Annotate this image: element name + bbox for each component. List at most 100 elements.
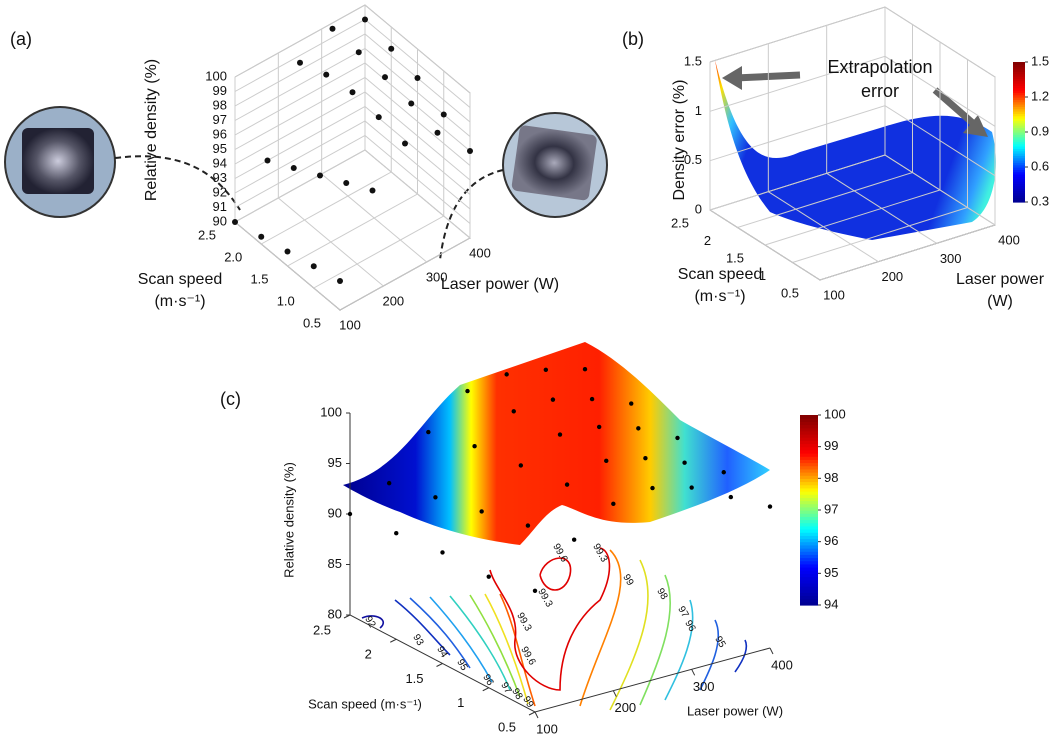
panel-label: (b) xyxy=(622,29,644,49)
contour-label: 99.3 xyxy=(590,542,609,565)
colorbar-cell xyxy=(800,453,818,457)
x-tick-label: 100 xyxy=(339,317,361,332)
density-surface xyxy=(343,342,770,545)
connector xyxy=(439,169,504,261)
colorbar-cell xyxy=(800,418,818,422)
colorbar-cell xyxy=(1013,111,1025,114)
data-point xyxy=(394,531,399,536)
data-point xyxy=(388,45,395,52)
tick-mark xyxy=(769,647,774,655)
x-axis-label: (W) xyxy=(987,293,1013,310)
colorbar-label: 0.6 xyxy=(1031,158,1049,173)
grid-line xyxy=(261,27,392,245)
colorbar-label: 95 xyxy=(824,565,838,580)
colorbar-cell xyxy=(800,434,818,438)
z-tick-label: 90 xyxy=(328,505,342,520)
grid-line xyxy=(764,42,941,246)
colorbar-cell xyxy=(800,598,818,603)
panels: 909192939495969798991001002003004000.51.… xyxy=(10,4,1049,736)
colorbar-cell xyxy=(800,430,818,435)
contour-label: 99.3 xyxy=(514,611,533,634)
colorbar-cell xyxy=(1013,132,1025,135)
x-tick-label: 200 xyxy=(382,293,404,308)
data-point xyxy=(486,574,491,579)
data-point xyxy=(643,456,648,461)
colorbar-cell xyxy=(1013,97,1025,100)
contour-label: 95 xyxy=(712,635,727,651)
colorbar-cell xyxy=(1013,106,1025,110)
y-tick-label: 0.5 xyxy=(781,285,799,300)
y-axis-label: Scan speed (m·s⁻¹) xyxy=(308,696,422,711)
colorbar-cell xyxy=(800,567,818,571)
data-point xyxy=(467,148,473,154)
panel-label: (c) xyxy=(220,389,241,409)
data-point xyxy=(532,588,538,593)
colorbar-cell xyxy=(800,481,818,486)
colorbar-label: 0.9 xyxy=(1031,123,1049,138)
data-point xyxy=(550,397,556,402)
colorbar-cell xyxy=(800,573,818,578)
data-point xyxy=(264,157,271,164)
x-tick-label: 200 xyxy=(614,700,636,715)
colorbar-cell xyxy=(800,510,818,514)
data-point xyxy=(349,89,356,96)
colorbar-cell xyxy=(800,541,818,546)
grid-line xyxy=(234,4,471,94)
y-tick-label: 2.0 xyxy=(224,249,242,264)
data-point xyxy=(611,501,616,507)
colorbar-cell xyxy=(1013,169,1025,173)
contour-label: 92 xyxy=(362,615,377,631)
data-point xyxy=(258,233,265,240)
colorbar-cell xyxy=(1013,148,1025,152)
sample xyxy=(511,125,597,201)
data-point xyxy=(414,75,421,81)
x-tick-label: 100 xyxy=(823,287,845,302)
data-point xyxy=(596,424,602,430)
colorbar-cell xyxy=(800,535,818,540)
colorbar-cell xyxy=(800,459,818,464)
colorbar-cell xyxy=(800,484,818,489)
colorbar-label: 96 xyxy=(824,533,838,548)
colorbar-cell xyxy=(800,506,818,511)
data-point xyxy=(337,278,343,284)
z-tick-label: 93 xyxy=(213,170,227,185)
colorbar-cell xyxy=(1013,127,1025,131)
data-point xyxy=(369,187,376,194)
colorbar-cell xyxy=(800,560,818,565)
z-tick-label: 100 xyxy=(205,68,227,83)
data-point xyxy=(382,74,388,81)
x-tick-label: 400 xyxy=(469,245,491,260)
colorbar-label: 1.5 xyxy=(1031,53,1049,68)
colorbar-cell xyxy=(800,576,818,581)
data-point xyxy=(434,129,441,136)
data-point xyxy=(721,470,726,475)
colorbar-cell xyxy=(800,478,818,483)
y-tick-label: 2 xyxy=(704,233,711,248)
colorbar-cell xyxy=(1013,160,1025,163)
colorbar-cell xyxy=(800,592,818,597)
panel-label: (a) xyxy=(10,29,32,49)
colorbar-cell xyxy=(800,570,818,574)
colorbar-cell xyxy=(1013,150,1025,154)
colorbar-cell xyxy=(1013,167,1025,170)
colorbar-cell xyxy=(1013,115,1025,119)
colorbar-cell xyxy=(800,456,818,460)
colorbar-cell xyxy=(1013,139,1025,142)
colorbar-cell xyxy=(1013,80,1025,84)
z-tick-label: 0 xyxy=(695,201,702,216)
data-point xyxy=(284,248,291,255)
x-tick-label: 100 xyxy=(536,721,558,736)
data-point xyxy=(511,409,516,414)
colorbar-cell xyxy=(1013,174,1025,177)
colorbar-cell xyxy=(800,437,818,441)
data-point xyxy=(571,537,577,542)
colorbar-cell xyxy=(1013,183,1025,187)
data-point xyxy=(636,426,641,431)
data-point xyxy=(543,367,549,372)
y-tick-label: 2 xyxy=(365,647,372,662)
colorbar-cell xyxy=(1013,178,1025,182)
z-tick-label: 85 xyxy=(328,556,342,571)
y-tick-label: 1.5 xyxy=(405,671,423,686)
colorbar-cell xyxy=(1013,181,1025,184)
colorbar-cell xyxy=(800,516,818,521)
